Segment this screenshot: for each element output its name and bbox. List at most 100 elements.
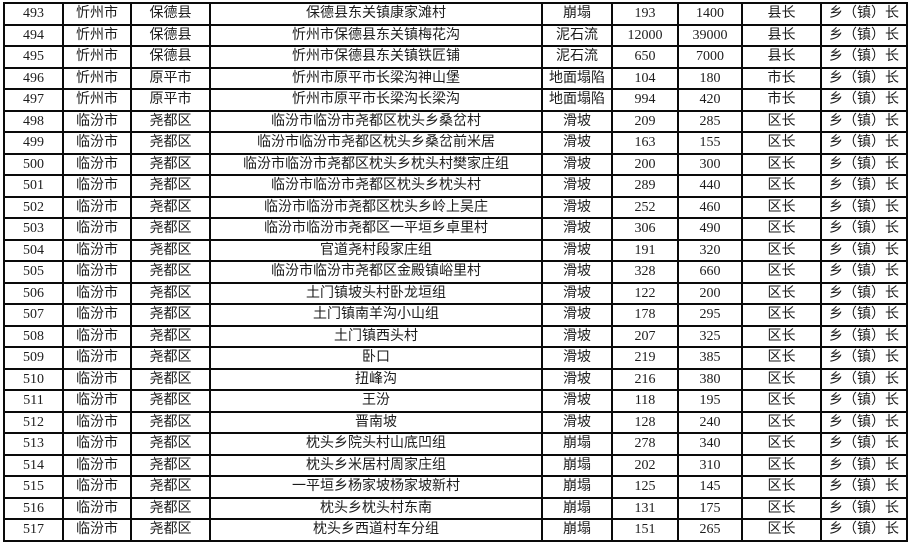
cell-township-head: 乡（镇）长 — [820, 174, 908, 198]
table-row: 515 临汾市 尧都区 一平垣乡杨家坡杨家坡新村 崩塌 125 145 区长 乡（镇）长 — [3, 475, 908, 499]
cell-county: 原平市 — [130, 66, 211, 91]
cell-serial-number: 500 — [3, 152, 64, 177]
cell-value-2: 340 — [677, 432, 743, 456]
cell-location: 王汾 — [209, 389, 543, 413]
cell-responsible-official: 市长 — [741, 88, 822, 112]
cell-location: 忻州市原平市长梁沟长梁沟 — [209, 88, 543, 112]
cell-township-head: 乡（镇）长 — [820, 152, 908, 177]
cell-location: 忻州市保德县东关镇铁匠铺 — [209, 45, 543, 69]
cell-township-head: 乡（镇）长 — [820, 66, 908, 91]
cell-city: 临汾市 — [62, 281, 132, 306]
cell-township-head: 乡（镇）长 — [820, 217, 908, 241]
cell-value-2: 145 — [677, 475, 743, 499]
cell-county: 尧都区 — [130, 367, 211, 392]
cell-hazard-type: 崩塌 — [541, 2, 613, 26]
cell-serial-number: 512 — [3, 410, 64, 435]
cell-county: 尧都区 — [130, 195, 211, 220]
cell-city: 临汾市 — [62, 195, 132, 220]
cell-city: 临汾市 — [62, 303, 132, 327]
cell-hazard-type: 滑坡 — [541, 389, 613, 413]
cell-serial-number: 505 — [3, 260, 64, 284]
cell-responsible-official: 区长 — [741, 475, 822, 499]
cell-value-1: 252 — [611, 195, 679, 220]
cell-location: 枕头乡米居村周家庄组 — [209, 453, 543, 478]
cell-hazard-type: 崩塌 — [541, 432, 613, 456]
table-row: 507 临汾市 尧都区 土门镇南羊沟小山组 滑坡 178 295 区长 乡（镇）长 — [3, 303, 908, 327]
cell-responsible-official: 县长 — [741, 23, 822, 48]
cell-responsible-official: 区长 — [741, 367, 822, 392]
cell-hazard-type: 滑坡 — [541, 238, 613, 263]
cell-location: 忻州市原平市长梁沟神山堡 — [209, 66, 543, 91]
table-row: 504 临汾市 尧都区 官道尧村段家庄组 滑坡 191 320 区长 乡（镇）长 — [3, 238, 908, 263]
cell-serial-number: 507 — [3, 303, 64, 327]
cell-serial-number: 502 — [3, 195, 64, 220]
cell-county: 尧都区 — [130, 410, 211, 435]
table-row: 501 临汾市 尧都区 临汾市临汾市尧都区枕头乡枕头村 滑坡 289 440 区长 乡（镇）长 — [3, 174, 908, 198]
cell-city: 忻州市 — [62, 2, 132, 26]
cell-serial-number: 516 — [3, 496, 64, 521]
cell-city: 临汾市 — [62, 152, 132, 177]
cell-township-head: 乡（镇）长 — [820, 88, 908, 112]
cell-county: 尧都区 — [130, 281, 211, 306]
table-row: 514 临汾市 尧都区 枕头乡米居村周家庄组 崩塌 202 310 区长 乡（镇）长 — [3, 453, 908, 478]
cell-hazard-type: 滑坡 — [541, 152, 613, 177]
cell-county: 尧都区 — [130, 260, 211, 284]
cell-value-1: 128 — [611, 410, 679, 435]
cell-hazard-type: 滑坡 — [541, 281, 613, 306]
cell-county: 原平市 — [130, 88, 211, 112]
cell-value-1: 289 — [611, 174, 679, 198]
cell-serial-number: 513 — [3, 432, 64, 456]
cell-value-2: 155 — [677, 131, 743, 155]
cell-value-1: 178 — [611, 303, 679, 327]
table-row: 512 临汾市 尧都区 晋南坡 滑坡 128 240 区长 乡（镇）长 — [3, 410, 908, 435]
cell-hazard-type: 泥石流 — [541, 23, 613, 48]
cell-location: 土门镇坡头村卧龙垣组 — [209, 281, 543, 306]
cell-hazard-type: 滑坡 — [541, 195, 613, 220]
table-row: 498 临汾市 尧都区 临汾市临汾市尧都区枕头乡桑岔村 滑坡 209 285 区长 乡（镇）长 — [3, 109, 908, 134]
cell-value-2: 1400 — [677, 2, 743, 26]
cell-location: 临汾市临汾市尧都区一平垣乡卓里村 — [209, 217, 543, 241]
cell-serial-number: 499 — [3, 131, 64, 155]
table-body: 493 忻州市 保德县 保德县东关镇康家滩村 崩塌 193 1400 县长 乡（镇）长 494 忻州… — [3, 2, 908, 542]
cell-responsible-official: 区长 — [741, 152, 822, 177]
cell-serial-number: 497 — [3, 88, 64, 112]
cell-value-1: 131 — [611, 496, 679, 521]
table-row: 511 临汾市 尧都区 王汾 滑坡 118 195 区长 乡（镇）长 — [3, 389, 908, 413]
cell-value-2: 300 — [677, 152, 743, 177]
cell-location: 临汾市临汾市尧都区枕头乡岭上吴庄 — [209, 195, 543, 220]
cell-serial-number: 495 — [3, 45, 64, 69]
cell-township-head: 乡（镇）长 — [820, 238, 908, 263]
cell-township-head: 乡（镇）长 — [820, 109, 908, 134]
cell-city: 临汾市 — [62, 217, 132, 241]
cell-hazard-type: 崩塌 — [541, 518, 613, 542]
cell-value-2: 325 — [677, 324, 743, 349]
cell-county: 尧都区 — [130, 324, 211, 349]
cell-value-2: 440 — [677, 174, 743, 198]
cell-responsible-official: 区长 — [741, 238, 822, 263]
cell-value-2: 285 — [677, 109, 743, 134]
cell-location: 官道尧村段家庄组 — [209, 238, 543, 263]
cell-county: 尧都区 — [130, 109, 211, 134]
cell-responsible-official: 区长 — [741, 324, 822, 349]
table-row: 500 临汾市 尧都区 临汾市临汾市尧都区枕头乡枕头村樊家庄组 滑坡 200 300 区长 乡（… — [3, 152, 908, 177]
cell-location: 临汾市临汾市尧都区金殿镇峪里村 — [209, 260, 543, 284]
cell-value-2: 385 — [677, 346, 743, 370]
table-row: 497 忻州市 原平市 忻州市原平市长梁沟长梁沟 地面塌陷 994 420 市长 乡（镇）长 — [3, 88, 908, 112]
table-row: 503 临汾市 尧都区 临汾市临汾市尧都区一平垣乡卓里村 滑坡 306 490 区长 乡（镇）长 — [3, 217, 908, 241]
cell-city: 临汾市 — [62, 174, 132, 198]
cell-responsible-official: 区长 — [741, 410, 822, 435]
table-row: 513 临汾市 尧都区 枕头乡院头村山底凹组 崩塌 278 340 区长 乡（镇）长 — [3, 432, 908, 456]
cell-location: 土门镇南羊沟小山组 — [209, 303, 543, 327]
cell-hazard-type: 崩塌 — [541, 496, 613, 521]
cell-city: 临汾市 — [62, 324, 132, 349]
cell-responsible-official: 区长 — [741, 496, 822, 521]
cell-city: 临汾市 — [62, 109, 132, 134]
cell-location: 临汾市临汾市尧都区枕头乡枕头村樊家庄组 — [209, 152, 543, 177]
cell-city: 临汾市 — [62, 346, 132, 370]
cell-value-2: 660 — [677, 260, 743, 284]
table-row: 506 临汾市 尧都区 土门镇坡头村卧龙垣组 滑坡 122 200 区长 乡（镇）长 — [3, 281, 908, 306]
cell-location: 临汾市临汾市尧都区枕头乡桑岔村 — [209, 109, 543, 134]
cell-responsible-official: 县长 — [741, 2, 822, 26]
cell-value-1: 207 — [611, 324, 679, 349]
cell-hazard-type: 滑坡 — [541, 367, 613, 392]
